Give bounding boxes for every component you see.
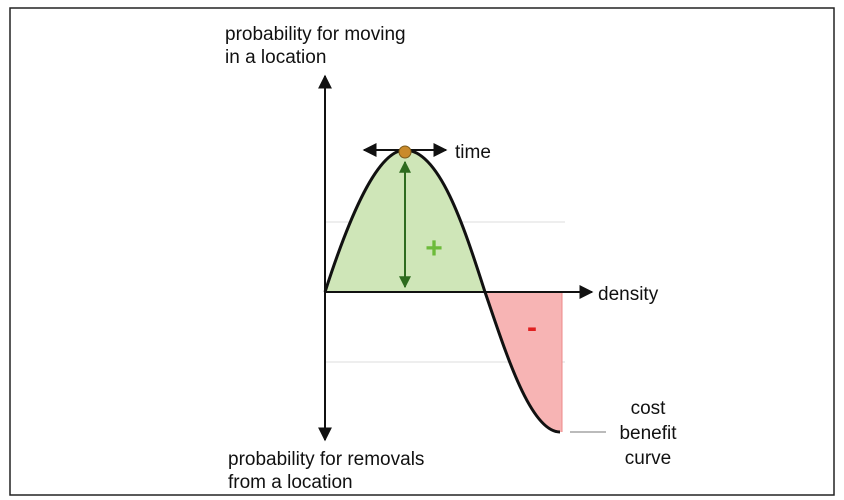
curve-label: curve: [625, 448, 671, 469]
y-top-label: probability for moving: [225, 24, 406, 45]
cost-benefit-curve: [323, 148, 561, 434]
peak-dot: [398, 145, 412, 159]
y-bottom-label: probability for removals: [228, 449, 424, 470]
curve-label: cost: [631, 398, 667, 419]
y-bottom-label: from a location: [228, 472, 353, 493]
y-top-label: in a location: [225, 47, 326, 68]
plus-sign: +: [425, 232, 443, 265]
negative-area: [485, 292, 562, 432]
curve-label: benefit: [619, 423, 677, 444]
x-label: density: [598, 284, 659, 305]
time-label: time: [455, 142, 491, 163]
minus-sign: -: [527, 311, 537, 344]
